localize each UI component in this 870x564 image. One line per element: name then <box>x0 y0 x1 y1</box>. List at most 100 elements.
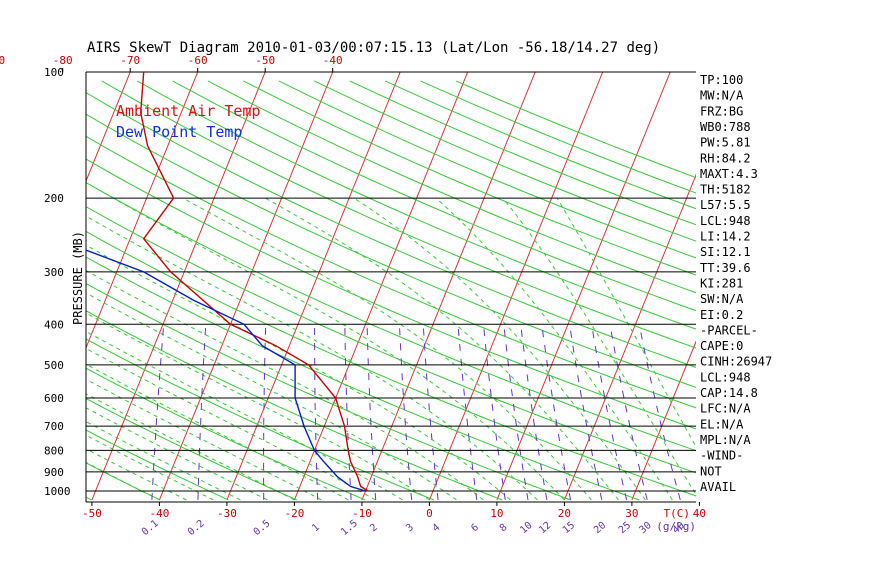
index-line: CAPE:0 <box>700 339 743 353</box>
moist-adiabat-line <box>55 198 537 500</box>
pressure-tick-label: 900 <box>44 466 64 479</box>
bottom-tick-label: -10 <box>352 507 372 520</box>
bottom-tick-label: 40 <box>693 507 706 520</box>
index-line: FRZ:BG <box>700 104 743 118</box>
mixing-ratio-label: 30 <box>637 520 653 536</box>
mixing-ratio-label: 0.2 <box>186 518 207 538</box>
mixing-ratio-label: 6 <box>469 522 481 534</box>
dry-adiabat-line <box>279 81 870 500</box>
dry-adiabat-line <box>0 81 708 500</box>
dry-adiabat-line <box>208 81 870 500</box>
dry-adiabat-line <box>0 81 23 500</box>
index-line: TP:100 <box>700 73 743 87</box>
mixing-ratio-label: 4 <box>431 522 443 534</box>
index-line: -PARCEL- <box>700 323 758 337</box>
mixing-ratio-label: 2 <box>368 522 380 534</box>
pressure-tick-label: 100 <box>44 66 64 79</box>
mixing-ratio-label: 12 <box>537 520 553 536</box>
bottom-tick-label: -20 <box>284 507 304 520</box>
mixing-ratio-label: 10 <box>518 520 534 536</box>
index-line: MPL:N/A <box>700 433 751 447</box>
index-line: -WIND- <box>700 449 743 463</box>
pressure-tick-label: 800 <box>44 444 64 457</box>
legend: Ambient Air Temp Dew Point Temp <box>116 102 261 141</box>
mixing-ratio-label: 25 <box>617 520 633 536</box>
mixing-ratio-line <box>315 324 318 500</box>
index-line: PW:5.81 <box>700 136 751 150</box>
isotherm-line <box>767 63 870 500</box>
dry-adiabat-line <box>102 81 870 500</box>
x-axis-label: T(C) <box>664 507 691 520</box>
chart-title: AIRS SkewT Diagram 2010-01-03/00:07:15.1… <box>87 40 660 56</box>
index-line: EL:N/A <box>700 417 744 431</box>
top-tick-label: -90 <box>0 54 5 67</box>
bottom-tick-label: -30 <box>217 507 237 520</box>
mixing-ratio-line <box>610 324 647 500</box>
legend-entry-ambient: Ambient Air Temp <box>116 102 261 120</box>
mixing-ratio-line <box>458 324 477 500</box>
index-line: TT:39.6 <box>700 261 751 275</box>
index-line: MAXT:4.3 <box>700 167 758 181</box>
isotherm-line <box>0 63 134 500</box>
mixing-ratio-label: 20 <box>592 520 608 536</box>
index-line: SI:12.1 <box>700 245 751 259</box>
index-line: CINH:26947 <box>700 355 772 369</box>
mixing-ratio-line <box>639 324 680 500</box>
index-line: WB0:788 <box>700 120 751 134</box>
mixing-ratio-label: 0.5 <box>252 518 273 538</box>
bottom-tick-label: -50 <box>82 507 102 520</box>
bottom-tick-label: 0 <box>426 507 433 520</box>
index-line: LCL:948 <box>700 370 751 384</box>
isotherm-line <box>497 63 674 500</box>
pressure-tick-label: 500 <box>44 359 64 372</box>
bottom-tick-label: 10 <box>490 507 503 520</box>
isotherm-line <box>0 63 66 500</box>
top-tick-label: -80 <box>53 54 73 67</box>
mixing-ratio-line <box>264 324 266 500</box>
dry-adiabat-line <box>385 81 870 500</box>
isotherm-line <box>834 63 870 500</box>
legend-entry-dewpoint: Dew Point Temp <box>116 123 242 141</box>
index-line: L57:5.5 <box>700 198 751 212</box>
index-line: EI:0.2 <box>700 308 743 322</box>
mixing-ratio-label: 1 <box>310 522 322 534</box>
pressure-tick-label: 700 <box>44 420 64 433</box>
dry-adiabat-line <box>0 81 228 500</box>
pressure-tick-label: 300 <box>44 266 64 279</box>
index-line: LI:14.2 <box>700 230 751 244</box>
index-line: LCL:948 <box>700 214 751 228</box>
mixing-ratio-label: 3 <box>404 522 416 534</box>
mixing-ratio-label: 15 <box>561 520 577 536</box>
bottom-tick-label: 20 <box>558 507 571 520</box>
bottom-tick-label: 30 <box>625 507 638 520</box>
index-line: MW:N/A <box>700 89 744 103</box>
dry-adiabat-line <box>350 81 870 500</box>
mixing-ratio-label: 0.1 <box>140 518 161 538</box>
dry-adiabat-line <box>173 81 870 500</box>
mixing-ratio-unit: (g/kg) <box>656 520 696 533</box>
dry-adiabat-line <box>243 81 870 500</box>
dry-adiabat-line <box>0 81 365 500</box>
pressure-tick-label: 1000 <box>44 485 71 498</box>
y-axis-label: PRESSURE (MB) <box>71 231 85 325</box>
mixing-ratio-label: 8 <box>498 522 510 534</box>
index-line: CAP:14.8 <box>700 386 758 400</box>
mixing-ratio-line <box>198 324 206 500</box>
index-line: TH:5182 <box>700 183 751 197</box>
moist-adiabat-line <box>0 198 429 500</box>
index-line: KI:281 <box>700 276 743 290</box>
mixing-ratio-label: 1.5 <box>339 518 360 538</box>
index-line: RH:84.2 <box>700 151 751 165</box>
index-line: AVAIL <box>700 480 736 494</box>
index-line: NOT <box>700 464 722 478</box>
moist-adiabat-line <box>113 198 564 500</box>
dry-adiabat-line <box>421 81 870 500</box>
index-line: LFC:N/A <box>700 402 751 416</box>
mixing-ratio-line <box>521 324 547 500</box>
pressure-tick-label: 200 <box>44 192 64 205</box>
isotherm-line <box>294 63 471 500</box>
pressure-tick-label: 600 <box>44 392 64 405</box>
